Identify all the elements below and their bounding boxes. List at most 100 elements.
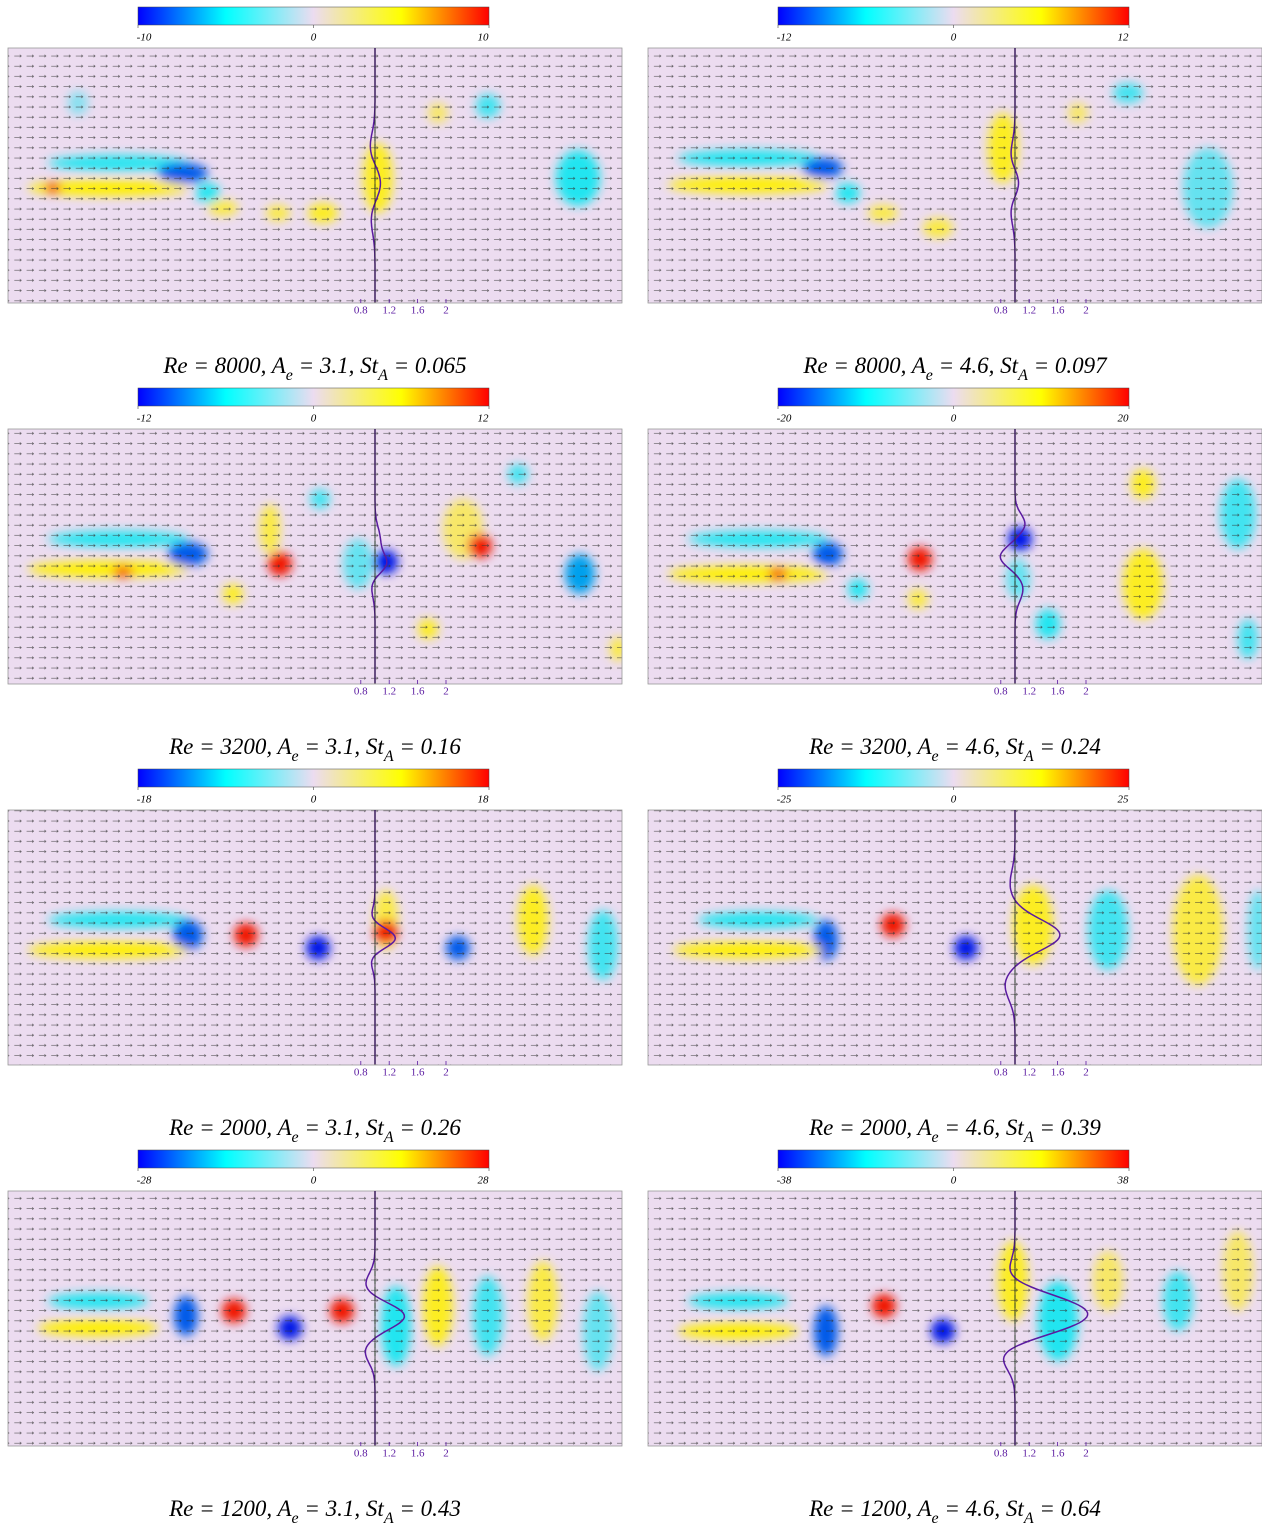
- caption-part: e: [292, 748, 299, 765]
- profile-tick-label: 0.8: [994, 1067, 1008, 1079]
- velocity-arrows: [8, 1191, 622, 1446]
- panel: -38 0 38 0.8 1.2 1.6 2 Re = 1200, Ae = 4.6, StA…: [647, 1149, 1262, 1527]
- colorbar-label: -38: [777, 1175, 792, 1187]
- colorbar-label: 20: [1118, 413, 1130, 425]
- panel: -25 0 25 0.8 1.2 1.6 2 Re = 2000, Ae = 4.6, StA…: [647, 768, 1262, 1146]
- velocity-arrows: [8, 48, 622, 303]
- caption-part: = 4.6, St: [939, 734, 1025, 759]
- caption-part: = 4.6, St: [939, 1496, 1025, 1521]
- caption-part: A: [1023, 1129, 1034, 1146]
- profile-tick-label: 1.2: [382, 1067, 396, 1079]
- colorbar-label: 28: [478, 1175, 490, 1187]
- profile-tick-label: 2: [443, 305, 449, 317]
- profile-tick-label: 0.8: [994, 1448, 1008, 1460]
- colorbar-label: -25: [777, 794, 792, 806]
- caption-part: = 0.43: [394, 1496, 461, 1521]
- profile-tick-label: 1.6: [411, 1448, 425, 1460]
- profile-tick-label: 1.2: [1022, 686, 1036, 698]
- profile-tick-label: 2: [1083, 1448, 1089, 1460]
- colorbar-label: -28: [137, 1175, 152, 1187]
- caption-part: A: [1023, 1510, 1034, 1527]
- colorbar-label: 18: [478, 794, 490, 806]
- plot-frame: [7, 809, 623, 1066]
- caption-part: e: [932, 748, 939, 765]
- colorbar-label: 0: [311, 32, 317, 44]
- profile-tick-label: 1.2: [1022, 1067, 1036, 1079]
- panel: -12 0 12 0.8 1.2 1.6 2 Re = 8000, Ae = 4.6, StA…: [647, 6, 1262, 384]
- colorbar-label: -12: [777, 32, 792, 44]
- profile-tick-label: 2: [1083, 305, 1089, 317]
- velocity-arrows: [648, 48, 1262, 303]
- colorbar-label: 12: [478, 413, 490, 425]
- profile-tick-label: 1.6: [411, 1067, 425, 1079]
- caption-part: Re = 8000, A: [162, 353, 286, 378]
- profile-tick-label: 2: [443, 1448, 449, 1460]
- plot-frame: [7, 47, 623, 304]
- plot-frame: [7, 428, 623, 685]
- colorbar: [137, 387, 490, 407]
- profile-tick-label: 2: [443, 1067, 449, 1079]
- plot-frame: [647, 809, 1262, 1066]
- caption-part: A: [383, 1129, 394, 1146]
- velocity-arrows: [648, 1191, 1262, 1446]
- caption-part: = 0.26: [394, 1115, 462, 1140]
- velocity-profile: [1004, 810, 1061, 1064]
- colorbar: [777, 1149, 1130, 1169]
- panel: -28 0 28 0.8 1.2 1.6 2 Re = 1200, Ae = 3.1, StA…: [7, 1149, 623, 1527]
- caption-part: = 0.065: [388, 353, 467, 378]
- caption-part: e: [932, 1129, 939, 1146]
- colorbar: [777, 768, 1130, 788]
- plot-frame: [647, 1190, 1262, 1447]
- profile-tick-label: 0.8: [994, 305, 1008, 317]
- panel: -20 0 20 0.8 1.2 1.6 2 Re = 3200, Ae = 4.6, StA…: [647, 387, 1262, 765]
- caption: Re = 1200, Ae = 4.6, StA = 0.64: [808, 1496, 1101, 1527]
- profile-tick-label: 0.8: [994, 686, 1008, 698]
- profile-tick-label: 0.8: [354, 686, 368, 698]
- profile-tick-label: 1.6: [411, 305, 425, 317]
- profile-tick-label: 1.6: [1051, 686, 1065, 698]
- velocity-arrows: [648, 429, 1262, 684]
- caption-part: = 0.64: [1034, 1496, 1101, 1521]
- caption-part: = 0.39: [1034, 1115, 1102, 1140]
- caption-part: A: [1023, 748, 1034, 765]
- caption-part: = 4.6, St: [939, 1115, 1025, 1140]
- caption-part: Re = 2000, A: [808, 1115, 932, 1140]
- velocity-arrows: [8, 429, 622, 684]
- caption-part: Re = 1200, A: [168, 1496, 292, 1521]
- colorbar-label: -12: [137, 413, 152, 425]
- colorbar-label: 0: [311, 413, 317, 425]
- profile-tick-label: 1.2: [1022, 305, 1036, 317]
- profile-tick-label: 2: [1083, 1067, 1089, 1079]
- colorbar-label: 0: [311, 794, 317, 806]
- panel: -12 0 12 0.8 1.2 1.6 2 Re = 3200, Ae = 3.1, StA…: [7, 387, 623, 765]
- caption: Re = 3200, Ae = 4.6, StA = 0.24: [808, 734, 1101, 765]
- colorbar: [137, 768, 490, 788]
- plot-frame: [647, 47, 1262, 304]
- caption-part: Re = 8000, A: [802, 353, 926, 378]
- caption-part: A: [383, 748, 394, 765]
- colorbar-label: 10: [478, 32, 490, 44]
- colorbar-label: 0: [951, 413, 957, 425]
- profile-tick-label: 2: [1083, 686, 1089, 698]
- colorbar-label: 0: [311, 1175, 317, 1187]
- caption-part: Re = 3200, A: [808, 734, 932, 759]
- caption-part: = 0.097: [1028, 353, 1108, 378]
- profile-tick-label: 1.6: [1051, 305, 1065, 317]
- caption-part: e: [926, 367, 933, 384]
- colorbar-label: 0: [951, 32, 957, 44]
- colorbar-label: 38: [1117, 1175, 1130, 1187]
- colorbar-label: 0: [951, 1175, 957, 1187]
- caption: Re = 2000, Ae = 4.6, StA = 0.39: [808, 1115, 1101, 1146]
- caption: Re = 8000, Ae = 4.6, StA = 0.097: [802, 353, 1108, 384]
- caption-part: Re = 3200, A: [168, 734, 292, 759]
- colorbar: [777, 387, 1130, 407]
- caption-part: = 3.1, St: [299, 1496, 385, 1521]
- panel: -18 0 18 0.8 1.2 1.6 2 Re = 2000, Ae = 3.1, StA…: [7, 768, 623, 1146]
- velocity-arrows: [8, 810, 622, 1065]
- caption-part: = 3.1, St: [293, 353, 379, 378]
- colorbar-label: -20: [777, 413, 792, 425]
- colorbar-label: 0: [951, 794, 957, 806]
- colorbar: [137, 1149, 490, 1169]
- caption-part: = 3.1, St: [299, 1115, 385, 1140]
- colorbar: [137, 6, 490, 26]
